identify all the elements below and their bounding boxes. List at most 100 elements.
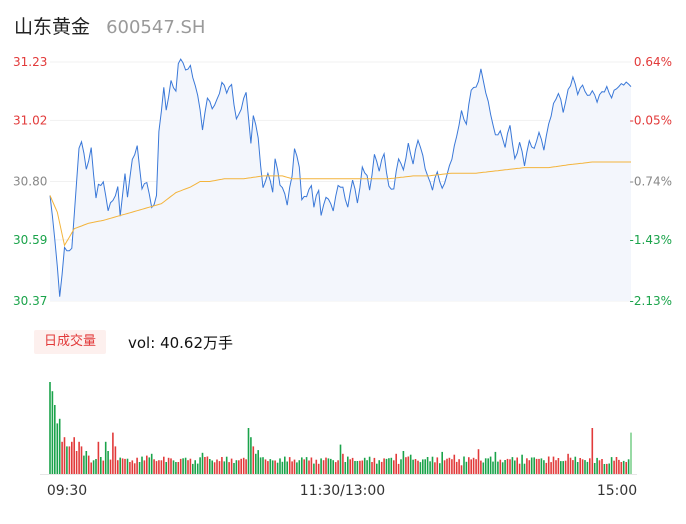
volume-bar — [281, 461, 284, 474]
volume-bar — [247, 428, 250, 474]
volume-bar — [276, 462, 279, 474]
volume-bar — [451, 459, 453, 474]
volume-bar — [269, 459, 272, 474]
volume-bar — [121, 458, 124, 474]
volume-bar — [497, 461, 499, 474]
volume-bar — [322, 460, 325, 474]
volume-bar — [465, 461, 468, 474]
volume-bar — [155, 461, 158, 474]
volume-bar — [618, 459, 620, 474]
volume-bar — [206, 456, 209, 474]
volume-bar — [368, 456, 371, 474]
volume-bar — [550, 462, 552, 474]
volume-bar — [409, 454, 412, 474]
volume-bar — [487, 458, 489, 474]
volume-bar — [177, 462, 180, 474]
volume-bar — [552, 456, 555, 474]
volume-bar — [102, 460, 105, 474]
volume-bar — [250, 437, 252, 474]
tab-daily-volume[interactable]: 日成交量 — [34, 330, 107, 354]
volume-bar — [356, 461, 359, 474]
volume-bar — [288, 457, 291, 474]
volume-bar — [107, 451, 109, 474]
volume-bar — [606, 463, 608, 474]
volume-bar — [73, 437, 75, 474]
volume-bar — [141, 456, 143, 474]
volume-bar — [591, 428, 594, 474]
volume-bar — [589, 458, 591, 474]
volume-bar — [518, 463, 521, 474]
volume-bar — [557, 458, 560, 474]
volume-bar — [274, 460, 276, 474]
volume-bar — [286, 461, 288, 474]
volume-bar — [223, 461, 226, 474]
volume-bar — [148, 457, 151, 474]
volume-bar — [63, 437, 66, 474]
volume-bar — [436, 457, 439, 474]
volume-bar — [58, 418, 61, 474]
volume-bar — [359, 460, 361, 474]
volume-bar — [211, 460, 213, 474]
volume-bar — [388, 458, 390, 474]
volume-bar — [509, 459, 511, 474]
volume-bar — [499, 459, 502, 474]
volume-bar — [330, 458, 332, 474]
volume-bar — [92, 460, 95, 474]
volume-value: 40.62万手 — [160, 334, 234, 352]
volume-bar — [361, 460, 364, 474]
volume-bar — [196, 463, 199, 474]
volume-bar — [441, 451, 443, 474]
volume-bar — [366, 460, 368, 474]
volume-bar — [344, 462, 347, 474]
volume-bar — [305, 457, 308, 474]
volume-bar — [560, 461, 562, 474]
volume-bar — [472, 457, 475, 474]
volume-bar — [615, 457, 618, 474]
volume-bar — [264, 459, 267, 474]
volume-bar — [482, 462, 485, 474]
volume-bar — [80, 446, 83, 474]
volume-bar — [83, 455, 85, 474]
volume-bar — [221, 457, 223, 474]
volume-bar — [484, 458, 487, 474]
volume-bar — [165, 462, 167, 474]
volume-bar — [555, 460, 557, 474]
volume-bar — [470, 459, 472, 474]
volume-bar — [242, 457, 245, 474]
volume-bar — [104, 441, 107, 474]
volume-bar — [238, 460, 240, 474]
volume-bar — [397, 463, 400, 474]
volume-bar — [315, 459, 318, 474]
volume-bar — [131, 460, 134, 474]
volume-bar — [347, 456, 349, 474]
x-tick-label: 11:30/13:00 — [300, 483, 385, 499]
volume-bar — [189, 458, 192, 474]
x-tick-label: 09:30 — [47, 483, 87, 499]
volume-bar — [320, 458, 322, 474]
volume-bar — [213, 462, 216, 474]
volume-bar — [75, 451, 78, 474]
volume-bar — [68, 446, 71, 474]
volume-bar — [540, 458, 543, 474]
volume-bar — [235, 460, 238, 474]
volume-bar — [567, 453, 569, 474]
volume-bar — [538, 458, 540, 474]
volume-bar — [100, 457, 102, 474]
volume-bar — [327, 458, 330, 474]
volume-bar — [431, 456, 434, 474]
volume-bar — [349, 459, 351, 474]
volume-bar — [228, 462, 230, 474]
volume-bar — [337, 460, 339, 474]
volume-bar — [414, 459, 417, 474]
volume-bar — [526, 458, 528, 474]
volume-bar — [603, 464, 606, 474]
volume-bar — [271, 460, 274, 474]
volume-readout: vol: 40.62万手 — [128, 332, 233, 353]
volume-bar — [325, 457, 327, 474]
volume-bar — [494, 451, 497, 474]
volume-bar — [262, 457, 264, 474]
volume-bar — [153, 459, 155, 474]
volume-bar — [126, 458, 129, 474]
volume-bar — [252, 446, 255, 474]
volume-bar — [172, 460, 175, 474]
